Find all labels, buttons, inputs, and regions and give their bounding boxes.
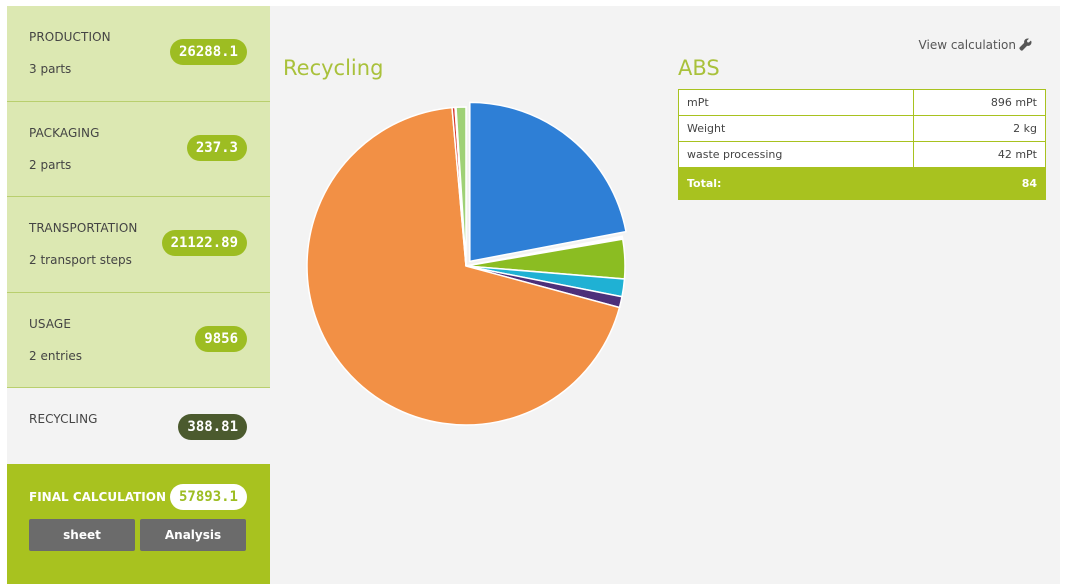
main-panel: Recycling ABS View calculation mPt 896 m…	[270, 6, 1060, 584]
recycling-title: Recycling	[283, 56, 384, 80]
sidebar-item-recycling[interactable]: RECYCLING 388.81	[7, 388, 270, 464]
value-badge: 237.3	[186, 135, 247, 161]
table-row: mPt 896 mPt	[678, 89, 1047, 116]
sidebar-item-transportation[interactable]: TRANSPORTATION 2 transport steps 21122.8…	[7, 197, 270, 293]
calculation-table: mPt 896 mPt Weight 2 kg waste processing…	[678, 89, 1047, 200]
pie-slice[interactable]	[306, 106, 621, 426]
final-calculation-panel: FINAL CALCULATION 57893.1 sheet Analysis	[7, 464, 270, 584]
sheet-button[interactable]: sheet	[29, 519, 135, 551]
value-badge: 9856	[195, 326, 247, 352]
analysis-button[interactable]: Analysis	[140, 519, 246, 551]
sidebar-item-production[interactable]: PRODUCTION 3 parts 26288.1	[7, 6, 270, 102]
value-badge: 388.81	[178, 414, 247, 440]
sidebar-item-title: RECYCLING	[29, 412, 98, 426]
table-cell-label: mPt	[678, 89, 914, 116]
table-cell-value: 896 mPt	[912, 89, 1047, 116]
table-row: Weight 2 kg	[678, 115, 1047, 142]
pie-slice[interactable]	[455, 106, 467, 267]
table-cell-label: Weight	[678, 115, 914, 142]
sidebar-item-subtitle: 2 entries	[29, 349, 83, 363]
view-calculation-link[interactable]: View calculation	[919, 38, 1032, 52]
final-calculation-title: FINAL CALCULATION	[29, 490, 167, 504]
value-badge: 26288.1	[169, 39, 247, 65]
view-calculation-label: View calculation	[918, 38, 1016, 52]
sidebar: PRODUCTION 3 parts 26288.1 PACKAGING 2 p…	[7, 6, 270, 584]
final-value-badge: 57893.1	[169, 484, 247, 510]
table-total-row: Total: 84	[678, 167, 1047, 200]
wrench-icon	[1019, 38, 1032, 51]
table-cell-value: 2 kg	[912, 115, 1047, 142]
sidebar-item-usage[interactable]: USAGE 2 entries 9856	[7, 293, 270, 388]
table-cell-label: waste processing	[678, 141, 914, 168]
sidebar-item-subtitle: 2 transport steps	[29, 253, 132, 267]
total-label: Total:	[678, 167, 914, 200]
sidebar-item-title: PRODUCTION	[29, 30, 111, 44]
sidebar-item-title: USAGE	[29, 317, 72, 331]
total-value: 84	[912, 167, 1047, 200]
value-badge: 21122.89	[161, 230, 247, 256]
material-title: ABS	[678, 56, 720, 80]
table-cell-value: 42 mPt	[912, 141, 1047, 168]
table-row: waste processing 42 mPt	[678, 141, 1047, 168]
sidebar-item-title: PACKAGING	[29, 126, 100, 140]
sidebar-item-subtitle: 3 parts	[29, 62, 72, 76]
sidebar-item-title: TRANSPORTATION	[29, 221, 138, 235]
pie-slice[interactable]	[469, 101, 627, 263]
recycling-pie-chart	[306, 101, 627, 426]
sidebar-item-subtitle: 2 parts	[29, 158, 72, 172]
sidebar-item-packaging[interactable]: PACKAGING 2 parts 237.3	[7, 102, 270, 197]
